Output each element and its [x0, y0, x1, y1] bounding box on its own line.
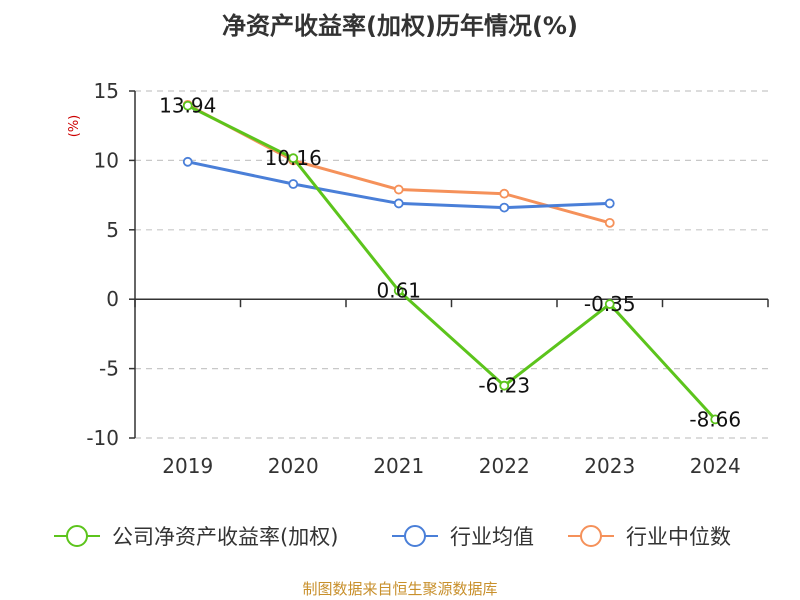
series-lines: [182, 99, 721, 425]
series-line-0: [187, 104, 717, 421]
legend-label[interactable]: 行业中位数: [626, 525, 731, 549]
y-tick-label: 5: [106, 218, 119, 242]
x-tick-label: 2019: [162, 454, 213, 478]
y-tick-label: 10: [94, 148, 119, 172]
legend-label[interactable]: 公司净资产收益率(加权): [112, 525, 338, 549]
data-point[interactable]: [604, 198, 615, 209]
x-tick-label: 2022: [479, 454, 530, 478]
x-tick-label: 2021: [373, 454, 424, 478]
data-point[interactable]: [393, 198, 404, 209]
legend-marker: [580, 525, 602, 547]
axes: 15 10 5 0 -5 -10 2019 2020 2021 2022 2023 2024: [86, 79, 769, 478]
chart-title: 净资产收益率(加权)历年情况(%): [222, 12, 578, 40]
data-label: 13.94: [159, 94, 216, 118]
data-point[interactable]: [499, 188, 510, 199]
y-tick-label: -5: [99, 357, 119, 381]
data-labels: 13.94 10.16 0.61 -6.23 -0.35 -8.66: [159, 94, 741, 432]
data-point[interactable]: [499, 380, 510, 391]
data-point[interactable]: [393, 184, 404, 195]
y-tick-label: 0: [106, 287, 119, 311]
data-point[interactable]: [499, 202, 510, 213]
data-point[interactable]: [182, 156, 193, 167]
legend[interactable]: 公司净资产收益率(加权) 行业均值 行业中位数: [54, 525, 731, 549]
data-label: -8.66: [689, 407, 741, 431]
x-tick-label: 2023: [584, 454, 635, 478]
source-note: 制图数据来自恒生聚源数据库: [302, 580, 497, 598]
y-tick-label: 15: [94, 79, 119, 103]
x-tick-label: 2020: [268, 454, 319, 478]
data-label: 10.16: [265, 146, 322, 170]
data-label: 0.61: [376, 279, 421, 303]
data-point[interactable]: [710, 414, 721, 425]
data-point[interactable]: [182, 100, 193, 111]
data-label: -0.35: [584, 292, 636, 316]
data-point[interactable]: [288, 153, 299, 164]
data-point[interactable]: [288, 179, 299, 189]
data-point[interactable]: [604, 217, 615, 228]
legend-label[interactable]: 行业均值: [450, 525, 534, 549]
data-point[interactable]: [393, 285, 404, 296]
gridlines: [135, 90, 768, 439]
legend-marker: [404, 525, 426, 547]
y-tick-label: -10: [86, 426, 119, 450]
data-point[interactable]: [604, 299, 615, 309]
data-label: -6.23: [478, 374, 530, 398]
legend-marker: [66, 525, 88, 547]
y-axis-label: (%): [67, 115, 82, 138]
x-tick-label: 2024: [690, 454, 741, 478]
